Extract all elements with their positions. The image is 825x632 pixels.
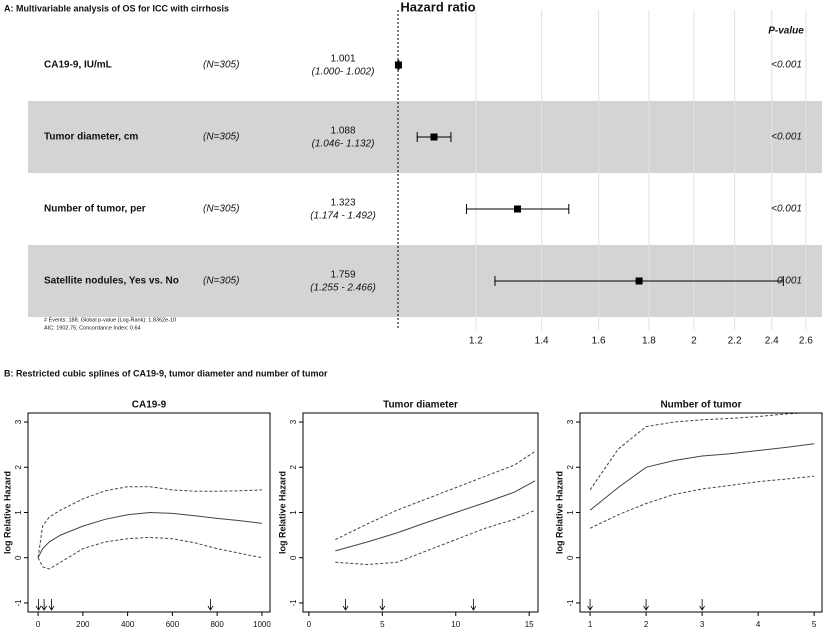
x-tick-label: 2.6 <box>799 336 813 347</box>
spline-curve <box>37 511 262 558</box>
x-tick-label: 2 <box>644 620 649 629</box>
y-tick-label: 3 <box>289 419 298 424</box>
panel-title: B: Restricted cubic splines of CA19-9, t… <box>4 368 328 378</box>
p-value: <0.001 <box>771 204 802 215</box>
n-label: (N=305) <box>203 204 239 215</box>
estimate-label: 1.323 <box>330 198 355 209</box>
x-tick-label: 600 <box>166 620 180 629</box>
knot-arrow <box>207 599 214 611</box>
ci-label: (1.000- 1.002) <box>312 67 375 78</box>
x-tick-label: 2.4 <box>765 336 779 347</box>
x-tick-label: 10 <box>451 620 460 629</box>
x-axis-title: Hazard ratio <box>400 0 475 14</box>
knot-arrow <box>643 599 649 611</box>
x-tick-label: 1 <box>588 620 593 629</box>
n-label: (N=305) <box>203 60 239 71</box>
x-tick-label: 200 <box>76 620 90 629</box>
y-axis-title: log Relative Hazard <box>2 471 12 554</box>
chart-title: CA19-9 <box>132 400 167 411</box>
panel-title: A: Multivariable analysis of OS for ICC … <box>4 3 229 13</box>
y-tick-label: -1 <box>289 599 298 607</box>
plot-frame <box>27 412 271 613</box>
knot-arrow <box>342 599 349 611</box>
x-tick-label: 400 <box>121 620 135 629</box>
y-tick-label: 1 <box>14 510 23 515</box>
estimate-marker <box>513 205 521 213</box>
estimate-label: 1.088 <box>330 126 355 137</box>
y-tick-label: 2 <box>14 464 23 469</box>
x-tick-label: 0 <box>36 620 41 629</box>
x-tick-label: 15 <box>525 620 534 629</box>
confidence-bound <box>37 486 262 558</box>
y-axis-title: log Relative Hazard <box>277 471 287 554</box>
x-tick-label: 2.2 <box>728 336 742 347</box>
x-tick-label: 4 <box>756 620 761 629</box>
row-label: Number of tumor, per <box>44 204 146 215</box>
confidence-bound <box>335 509 536 566</box>
estimate-marker <box>430 133 438 141</box>
x-tick-label: 0 <box>307 620 312 629</box>
y-tick-label: 0 <box>14 555 23 560</box>
plot-frame <box>302 412 539 613</box>
plot-frame <box>579 412 823 613</box>
p-value: <0.001 <box>771 132 802 143</box>
chart-title: Tumor diameter <box>383 400 458 411</box>
confidence-bound <box>37 536 262 570</box>
footnote: AIC: 1902.75; Concordance Index: 0.64 <box>44 325 141 331</box>
spline-curve <box>589 443 815 511</box>
ci-label: (1.255 - 2.466) <box>310 283 376 294</box>
x-tick-label: 2 <box>691 336 697 347</box>
x-tick-label: 1.2 <box>469 336 483 347</box>
y-tick-label: 1 <box>289 510 298 515</box>
knot-arrow <box>41 599 47 611</box>
p-value: <0.001 <box>771 60 802 71</box>
y-tick-label: 3 <box>14 419 23 424</box>
ci-label: (1.046- 1.132) <box>312 139 375 150</box>
knot-arrow <box>699 599 705 611</box>
ci-label: (1.174 - 1.492) <box>310 211 376 222</box>
row-label: Satellite nodules, Yes vs. No <box>44 276 179 287</box>
p-value-header: P-value <box>768 26 804 37</box>
y-tick-label: 0 <box>289 555 298 560</box>
estimate-label: 1.759 <box>330 270 355 281</box>
estimate-marker <box>394 61 402 69</box>
footnote: # Events: 188; Global p-value (Log-Rank)… <box>44 317 176 323</box>
estimate-marker <box>635 277 643 285</box>
y-tick-label: 2 <box>289 464 298 469</box>
n-label: (N=305) <box>203 276 239 287</box>
x-tick-label: 5 <box>380 620 385 629</box>
x-tick-label: 1.4 <box>535 336 549 347</box>
x-tick-label: 1.6 <box>592 336 606 347</box>
y-tick-label: 2 <box>566 464 575 469</box>
x-tick-label: 5 <box>812 620 817 629</box>
y-tick-label: -1 <box>566 599 575 607</box>
y-tick-label: 3 <box>566 419 575 424</box>
knot-arrow <box>35 599 42 611</box>
knot-arrow <box>379 599 386 611</box>
knot-arrow <box>587 599 593 611</box>
confidence-bound <box>589 475 815 529</box>
x-tick-label: 3 <box>700 620 705 629</box>
y-axis-title: log Relative Hazard <box>554 471 564 554</box>
x-tick-label: 1000 <box>253 620 271 629</box>
p-value: 0.001 <box>777 276 802 287</box>
x-tick-label: 1.8 <box>642 336 656 347</box>
chart-title: Number of tumor <box>660 400 741 411</box>
confidence-bound <box>335 450 536 541</box>
row-label: Tumor diameter, cm <box>44 132 138 143</box>
y-tick-label: 1 <box>566 510 575 515</box>
y-tick-label: -1 <box>14 599 23 607</box>
knot-arrow <box>48 599 55 611</box>
n-label: (N=305) <box>203 132 239 143</box>
estimate-label: 1.001 <box>330 54 355 65</box>
row-label: CA19-9, IU/mL <box>44 60 112 71</box>
y-tick-label: 0 <box>566 555 575 560</box>
confidence-bound <box>589 413 808 491</box>
spline-curve <box>335 480 536 552</box>
knot-arrow <box>470 599 477 611</box>
x-tick-label: 800 <box>210 620 224 629</box>
